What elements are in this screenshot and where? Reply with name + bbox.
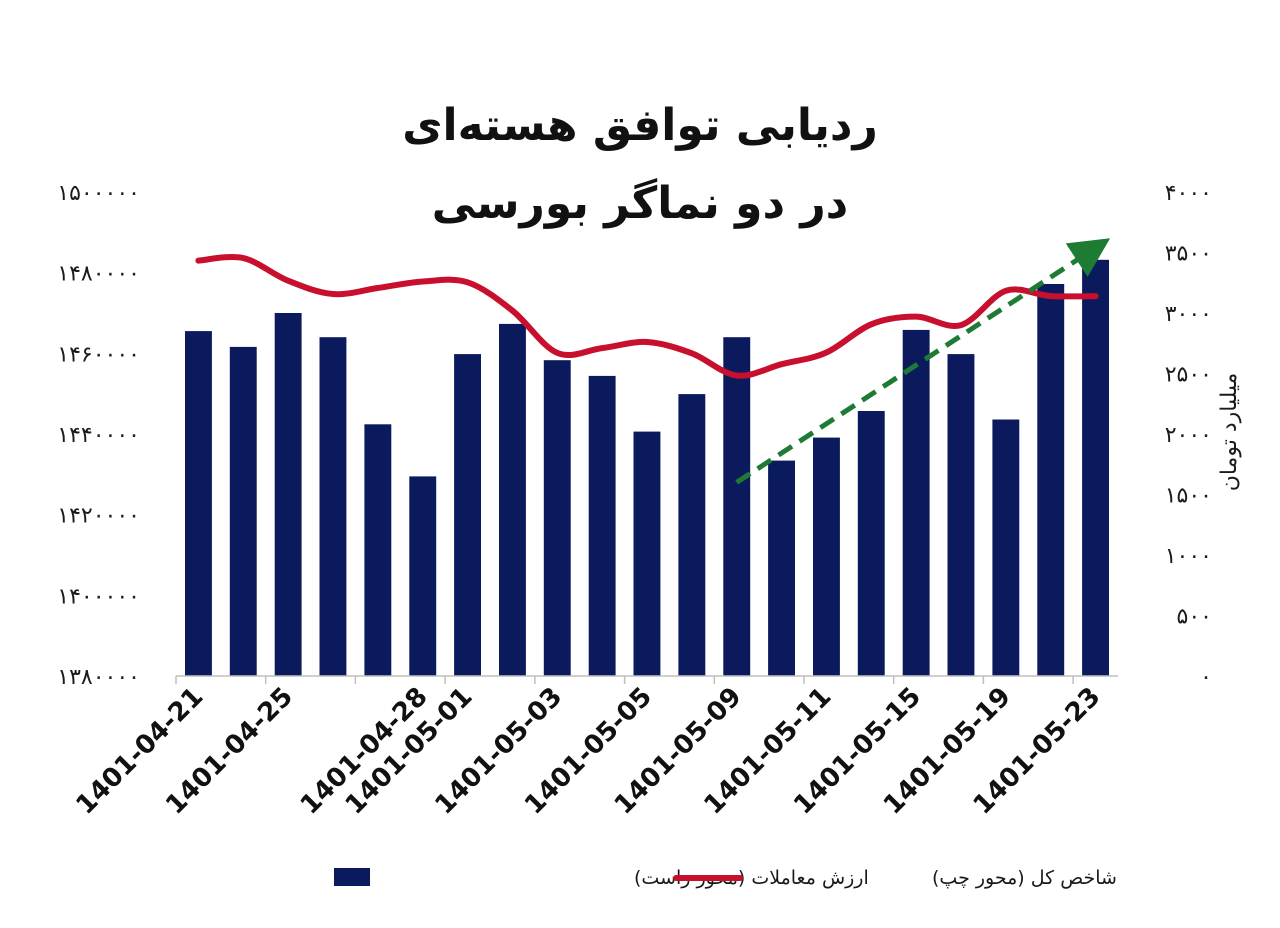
right-tick-label: ۵۰۰	[1177, 605, 1212, 630]
chart-subtitle: در دو نماگر بورسی	[432, 177, 849, 229]
bar	[992, 419, 1020, 676]
bar	[768, 460, 795, 676]
right-tick-label: ۰	[1200, 665, 1212, 690]
right-axis-ticks: ۰ ۵۰۰ ۱۰۰۰ ۱۵۰۰ ۲۰۰۰ ۲۵۰۰ ۳۰۰۰ ۳۵۰۰ ۴۰۰۰	[1165, 181, 1212, 690]
right-tick-label: ۳۰۰۰	[1165, 302, 1212, 327]
bar	[857, 411, 885, 676]
right-tick-label: ۱۰۰۰	[1165, 544, 1212, 569]
bar	[274, 313, 302, 676]
bar	[409, 476, 437, 676]
chart-title: ردیابی توافق هسته‌ای	[402, 100, 878, 151]
left-tick-label: ۱۴۰۰۰۰۰	[57, 584, 140, 609]
bar	[454, 354, 481, 676]
right-tick-label: ۲۰۰۰	[1165, 423, 1212, 448]
left-tick-label: ۱۴۸۰۰۰۰	[57, 262, 140, 287]
left-axis-ticks: ۱۳۸۰۰۰۰ ۱۴۰۰۰۰۰ ۱۴۲۰۰۰۰ ۱۴۴۰۰۰۰ ۱۴۶۰۰۰۰ ۱۴۸۰۰…	[57, 181, 140, 690]
bar	[1082, 259, 1109, 676]
trend-arrow-line	[735, 238, 1111, 485]
line-series	[195, 254, 1099, 379]
left-tick-label: ۱۵۰۰۰۰۰	[57, 181, 140, 206]
right-tick-label: ۳۵۰۰	[1165, 242, 1212, 267]
bar	[229, 346, 257, 676]
right-axis-label: میلیارد تومان	[1217, 373, 1242, 492]
right-tick-label: ۲۵۰۰	[1165, 363, 1212, 388]
bar	[543, 360, 571, 676]
legend-bar-label: ارزش معاملات (محور راست)	[634, 867, 869, 889]
bar	[499, 323, 526, 676]
legend: ارزش معاملات (محور راست) شاخص کل (محور چ…	[334, 867, 1117, 889]
bar-series	[185, 259, 1109, 676]
trend-arrow	[735, 238, 1111, 485]
right-tick-label: ۴۰۰۰	[1165, 181, 1212, 206]
bar	[947, 354, 975, 676]
x-axis-ticks: 1401-04-211401-04-251401-04-281401-05-01…	[71, 676, 1107, 821]
bar	[364, 424, 392, 676]
legend-line-label: شاخص کل (محور چپ)	[932, 867, 1117, 889]
index-line	[195, 254, 1099, 379]
bar	[902, 329, 930, 676]
left-tick-label: ۱۳۸۰۰۰۰	[57, 665, 140, 690]
bar	[588, 375, 616, 676]
right-tick-label: ۱۵۰۰	[1165, 484, 1212, 509]
bar	[1037, 284, 1065, 676]
bar	[813, 437, 840, 676]
bar	[723, 337, 751, 676]
bar	[185, 331, 212, 676]
bar	[319, 337, 347, 676]
legend-bar-swatch	[334, 868, 370, 886]
bar	[678, 394, 706, 676]
left-tick-label: ۱۴۴۰۰۰۰	[57, 423, 140, 448]
left-tick-label: ۱۴۶۰۰۰۰	[57, 342, 140, 367]
bar	[633, 431, 661, 676]
left-tick-label: ۱۴۲۰۰۰۰	[57, 504, 140, 529]
